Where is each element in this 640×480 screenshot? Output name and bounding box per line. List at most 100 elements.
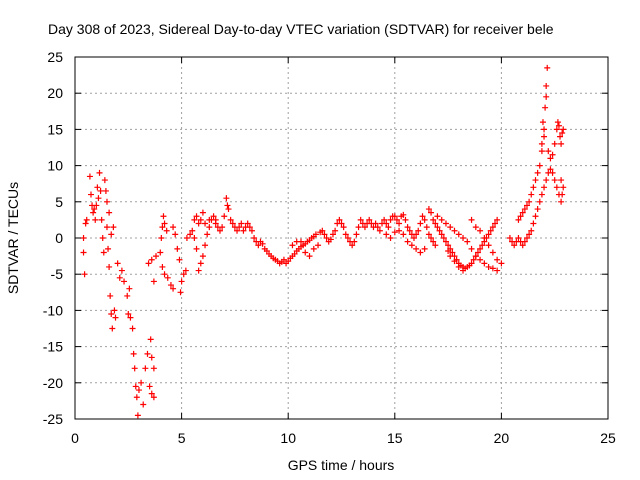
- data-point: [98, 216, 105, 223]
- data-point: [523, 235, 530, 241]
- data-point: [87, 191, 94, 198]
- data-point: [534, 206, 541, 213]
- data-point: [140, 401, 147, 408]
- data-point: [224, 202, 231, 209]
- data-point: [191, 216, 198, 223]
- data-point: [558, 198, 565, 205]
- data-point: [132, 383, 139, 390]
- data-point: [157, 249, 164, 256]
- data-point: [289, 242, 296, 249]
- data-point: [430, 216, 437, 223]
- data-point: [511, 242, 518, 249]
- data-point: [560, 126, 567, 133]
- data-point: [425, 206, 432, 213]
- x-tick-label: 10: [280, 430, 296, 446]
- data-point: [302, 249, 309, 256]
- data-point: [204, 231, 211, 238]
- data-point: [353, 231, 360, 238]
- data-point: [150, 365, 157, 372]
- data-point: [127, 314, 134, 321]
- data-point: [451, 258, 458, 265]
- data-point: [474, 249, 481, 256]
- data-point: [515, 235, 522, 241]
- data-point: [97, 187, 104, 194]
- data-point: [387, 235, 394, 241]
- data-point: [349, 242, 356, 249]
- data-point: [160, 213, 167, 220]
- data-point: [221, 213, 228, 220]
- data-point: [210, 213, 217, 220]
- data-point: [148, 390, 155, 397]
- data-point: [558, 140, 565, 147]
- data-point: [434, 224, 441, 231]
- data-point: [323, 235, 330, 241]
- data-point: [147, 336, 154, 343]
- data-point: [80, 235, 87, 241]
- data-point: [206, 224, 213, 231]
- data-point: [255, 242, 262, 249]
- data-point: [321, 231, 328, 238]
- x-axis-title: GPS time / hours: [288, 457, 395, 473]
- data-point: [419, 213, 426, 220]
- data-point: [547, 155, 554, 162]
- axis-ticks: 0 5 10 15 20 25 -25 -20 -15 -10 -5 0 5 10 15 20 25: [43, 49, 616, 446]
- data-point: [223, 195, 230, 202]
- data-point: [532, 213, 539, 220]
- data-point: [180, 271, 187, 278]
- data-point: [146, 383, 153, 390]
- data-point: [477, 256, 484, 263]
- data-point: [559, 191, 566, 198]
- data-point: [494, 267, 501, 274]
- data-point: [159, 224, 166, 231]
- data-point: [148, 354, 155, 361]
- data-point: [174, 245, 181, 252]
- data-point: [464, 238, 471, 245]
- data-point: [248, 227, 255, 234]
- data-point: [86, 173, 93, 180]
- data-point: [485, 231, 492, 238]
- data-point: [99, 235, 106, 241]
- data-point: [434, 213, 441, 220]
- data-point: [468, 245, 475, 252]
- data-point: [161, 271, 168, 278]
- data-point: [240, 227, 247, 234]
- data-point: [489, 224, 496, 231]
- data-point: [344, 235, 351, 241]
- data-point: [130, 350, 137, 357]
- data-point: [234, 227, 241, 234]
- data-point: [447, 224, 454, 231]
- data-point: [144, 350, 151, 357]
- y-tick-label: -5: [51, 266, 64, 282]
- data-point: [103, 198, 110, 205]
- data-point: [206, 216, 213, 223]
- data-point: [455, 231, 462, 238]
- data-point: [121, 278, 128, 285]
- data-point: [487, 227, 494, 234]
- x-tick-label: 20: [494, 430, 510, 446]
- data-point: [391, 229, 398, 236]
- data-point: [202, 220, 209, 227]
- data-point: [306, 253, 313, 260]
- data-point: [481, 235, 488, 241]
- data-point: [430, 238, 437, 245]
- data-point: [541, 126, 548, 133]
- data-point: [111, 307, 118, 314]
- data-point: [406, 227, 413, 234]
- data-point: [90, 209, 97, 216]
- data-point: [428, 209, 435, 216]
- data-point: [545, 148, 552, 155]
- data-point: [396, 220, 403, 227]
- data-point: [438, 216, 445, 223]
- data-point: [460, 235, 467, 241]
- data-point: [445, 242, 452, 249]
- data-point: [485, 263, 492, 270]
- data-point: [81, 271, 88, 278]
- data-point: [410, 235, 417, 241]
- data-point: [107, 292, 114, 299]
- data-point: [129, 325, 136, 332]
- data-point: [560, 184, 567, 191]
- data-point: [449, 249, 456, 256]
- data-point: [472, 253, 479, 260]
- grid-lines: [75, 57, 608, 419]
- data-point: [342, 231, 349, 238]
